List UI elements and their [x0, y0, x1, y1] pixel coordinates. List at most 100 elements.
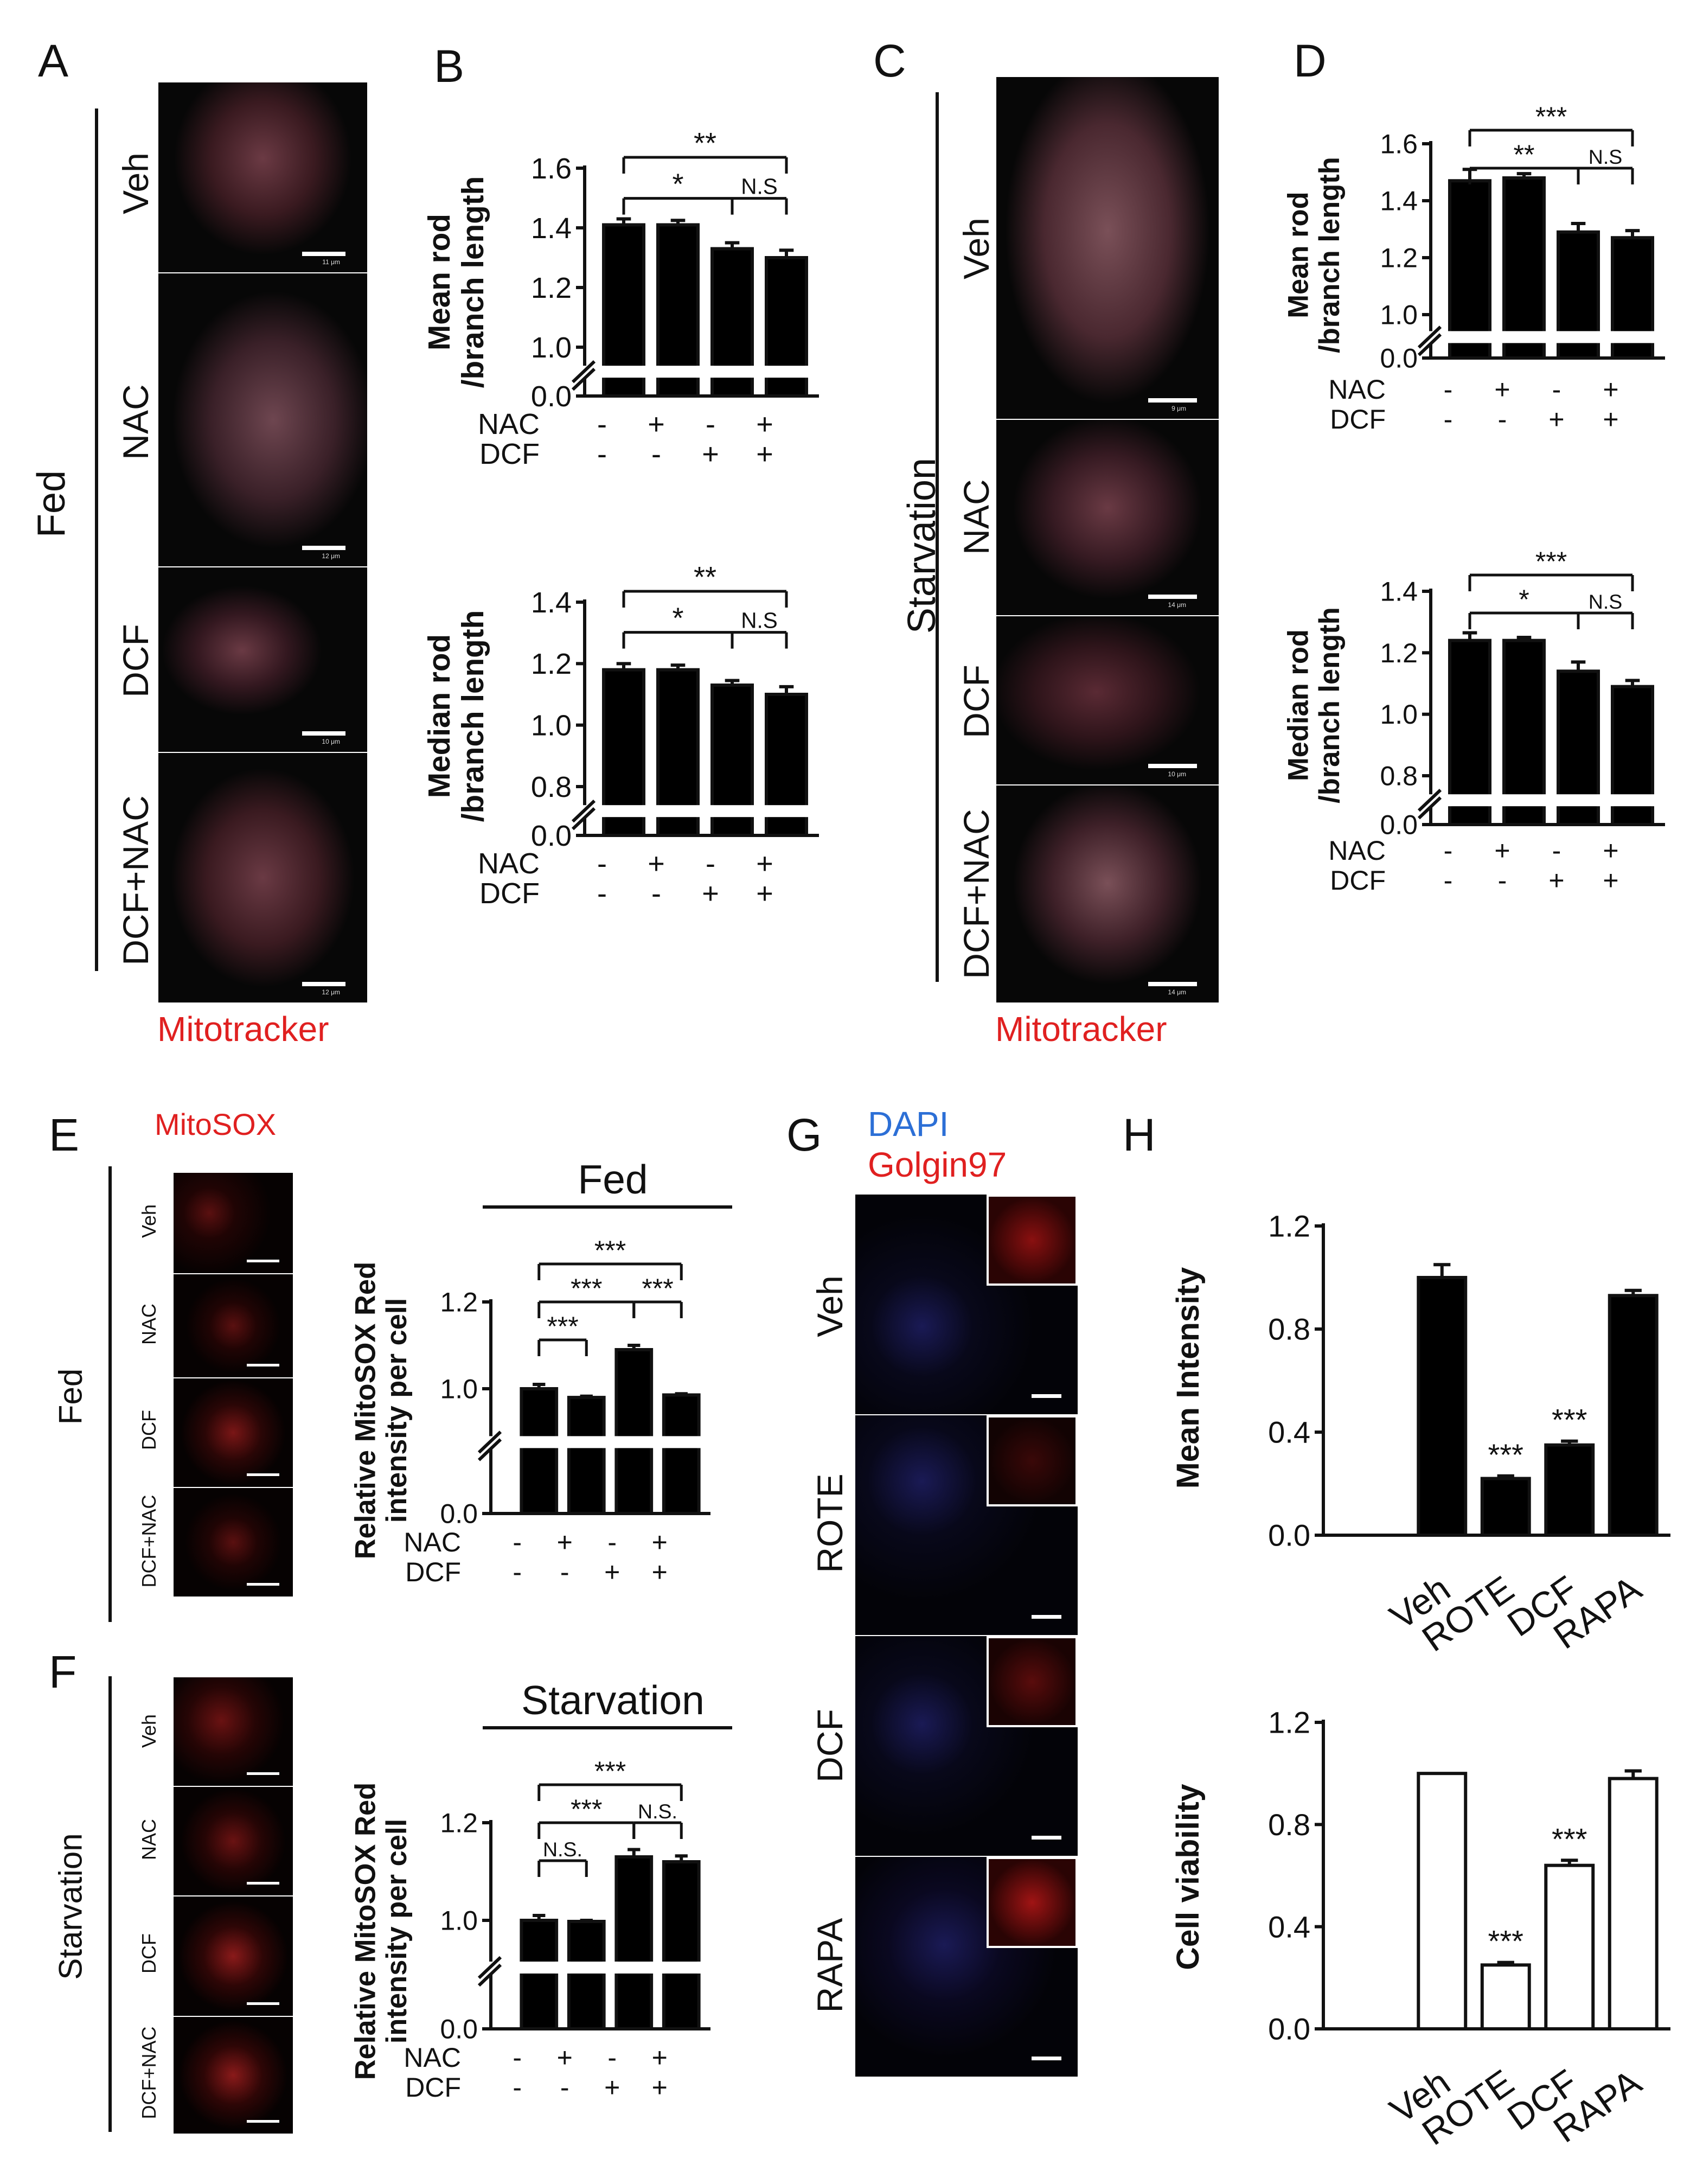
- y-axis-label-B1-1: /branch length: [456, 176, 490, 388]
- micrograph-a-veh: 11 μm: [157, 81, 368, 273]
- y-tick-label-B1-4: 1.6: [531, 152, 572, 185]
- axis-break-mark-b-B2: [571, 807, 596, 831]
- sig-star-H2-1: ***: [1488, 1924, 1523, 1958]
- treat-dcf-D2-2: +: [1548, 865, 1564, 896]
- sig-label-E1-1: ***: [571, 1273, 602, 1304]
- group-bracket-f: [108, 1676, 112, 2132]
- treat-nac-B2-0: -: [597, 847, 607, 880]
- y-tick-label-B1-1: 1.0: [531, 331, 572, 364]
- micrograph-f-dcf: [172, 1895, 294, 2017]
- sig-label-B1-1: *: [672, 168, 683, 201]
- treat-dcf-D2-0: -: [1444, 865, 1453, 896]
- panel-letter-g: G: [786, 1109, 822, 1160]
- sig-label-B2-1: *: [672, 602, 683, 635]
- treat-dcf-D1-1: -: [1498, 404, 1507, 435]
- treat-dcf-D1-3: +: [1603, 404, 1618, 435]
- sig-label-B1-2: N.S: [741, 174, 778, 199]
- axis-break-mark-a-D1: [1417, 325, 1442, 349]
- bar-E1-2: [614, 1348, 654, 1515]
- y-tick-label-D1-0: 0.0: [1380, 343, 1418, 374]
- treat-dcf-B1-2: +: [702, 438, 719, 470]
- sig-label-F1-2: N.S.: [638, 1800, 677, 1823]
- y-axis-label-D1-0: Mean rod: [1282, 191, 1314, 318]
- axis-break-mark-b-D2: [1417, 796, 1442, 820]
- micrograph-f-dcf-nac: [172, 2016, 294, 2135]
- treat-nac-E1-0: -: [513, 1527, 522, 1557]
- chart-title-F1: Starvation: [521, 1677, 705, 1723]
- group-bracket-a: [95, 108, 98, 971]
- treat-dcf-F1-3: +: [652, 2072, 668, 2103]
- y-tick-label-D2-2: 1.0: [1380, 699, 1418, 730]
- bar-E1-1: [567, 1396, 606, 1516]
- treat-nac-D1-0: -: [1444, 374, 1453, 405]
- y-tick-label-B2-3: 1.2: [531, 648, 572, 680]
- axis-break-mark-a-E1: [477, 1431, 502, 1454]
- treat-nac-D1-2: -: [1552, 374, 1561, 405]
- panel-letter-h: H: [1123, 1109, 1156, 1160]
- treat-dcf-B2-0: -: [597, 877, 607, 910]
- bar-H1-0: [1417, 1276, 1468, 1537]
- sig-label-B2-0: **: [694, 561, 716, 593]
- y-tick-label-H1-2: 0.8: [1268, 1312, 1310, 1346]
- treat-dcf-B1-1: -: [651, 438, 661, 470]
- treat-nac-D2-0: -: [1444, 835, 1453, 866]
- axis-break-mark-a-B2: [571, 800, 596, 823]
- sig-star-H2-2: ***: [1552, 1822, 1587, 1856]
- y-tick-label-B1-3: 1.4: [531, 212, 572, 245]
- sig-label-E1-2: ***: [642, 1273, 673, 1304]
- group-bracket-e: [108, 1166, 112, 1622]
- y-tick-label-B1-2: 1.2: [531, 272, 572, 304]
- axis-break-band-D1: [1414, 331, 1670, 343]
- treat-label-dcf-D1: DCF: [1330, 404, 1386, 435]
- treat-label-nac-E1: NAC: [404, 1527, 461, 1557]
- y-axis-label-D2-1: /branch length: [1314, 607, 1346, 803]
- sig-label-B2-2: N.S: [741, 608, 778, 633]
- bar-E1-0: [520, 1387, 559, 1515]
- chart-title-E1: Fed: [578, 1157, 648, 1202]
- micrograph-e-dcf: [172, 1377, 294, 1488]
- y-tick-label-D2-4: 1.4: [1380, 577, 1418, 607]
- sig-label-D2-0: ***: [1535, 546, 1567, 577]
- y-axis-label-E1-1: intensity per cell: [381, 1298, 413, 1523]
- sig-label-F1-1: ***: [571, 1794, 602, 1824]
- y-tick-label-H2-0: 0.0: [1268, 2012, 1310, 2046]
- y-tick-label-H1-0: 0.0: [1268, 1518, 1310, 1553]
- axis-break-band-D2: [1414, 794, 1670, 807]
- treat-nac-E1-1: +: [557, 1527, 573, 1557]
- y-tick-label-B2-0: 0.0: [531, 820, 572, 852]
- treat-nac-B1-1: +: [648, 408, 665, 440]
- axis-break-mark-b-E1: [477, 1438, 502, 1461]
- treat-nac-E1-2: -: [607, 1527, 617, 1557]
- treat-label-nac-B2: NAC: [478, 847, 540, 880]
- group-bracket-c: [936, 92, 939, 982]
- y-axis-label-H2-0: Cell viability: [1170, 1784, 1206, 1970]
- micrograph-a-nac: 12 μm: [157, 272, 368, 567]
- y-tick-label-E1-1: 1.0: [440, 1374, 478, 1404]
- sig-label-F1-0: ***: [594, 1756, 626, 1786]
- sig-label-B1-0: **: [694, 127, 716, 159]
- micrograph-g-dcf: [854, 1635, 1079, 1857]
- y-tick-label-B2-1: 0.8: [531, 771, 572, 803]
- treat-nac-B1-2: -: [706, 408, 715, 440]
- treat-nac-B2-1: +: [648, 847, 665, 880]
- sig-label-F1-3: N.S.: [543, 1838, 582, 1861]
- y-axis-label-E1-0: Relative MitoSOX Red: [349, 1262, 381, 1559]
- bar-H2-0: [1417, 1772, 1468, 2031]
- y-axis-label-B2-0: Median rod: [422, 634, 457, 798]
- stain-label-a: Mitotracker: [157, 1010, 329, 1049]
- treat-dcf-E1-0: -: [513, 1557, 522, 1587]
- y-tick-label-H2-3: 1.2: [1268, 1706, 1310, 1740]
- y-tick-label-B2-2: 1.0: [531, 710, 572, 742]
- y-tick-label-H1-3: 1.2: [1268, 1209, 1310, 1243]
- y-axis-label-D1-1: /branch length: [1314, 157, 1346, 353]
- sig-label-E1-0: ***: [594, 1235, 626, 1266]
- treat-dcf-B1-0: -: [597, 438, 607, 470]
- treat-label-nac-D2: NAC: [1328, 835, 1386, 866]
- sig-label-D1-1: **: [1514, 139, 1535, 170]
- y-tick-label-B2-4: 1.4: [531, 586, 572, 619]
- bar-H2-3: [1608, 1777, 1659, 2030]
- micrograph-c-nac: 14 μm: [995, 419, 1220, 616]
- sig-label-D2-2: N.S: [1589, 590, 1623, 613]
- y-tick-label-D1-4: 1.6: [1380, 129, 1418, 159]
- bar-F1-0: [520, 1919, 559, 2030]
